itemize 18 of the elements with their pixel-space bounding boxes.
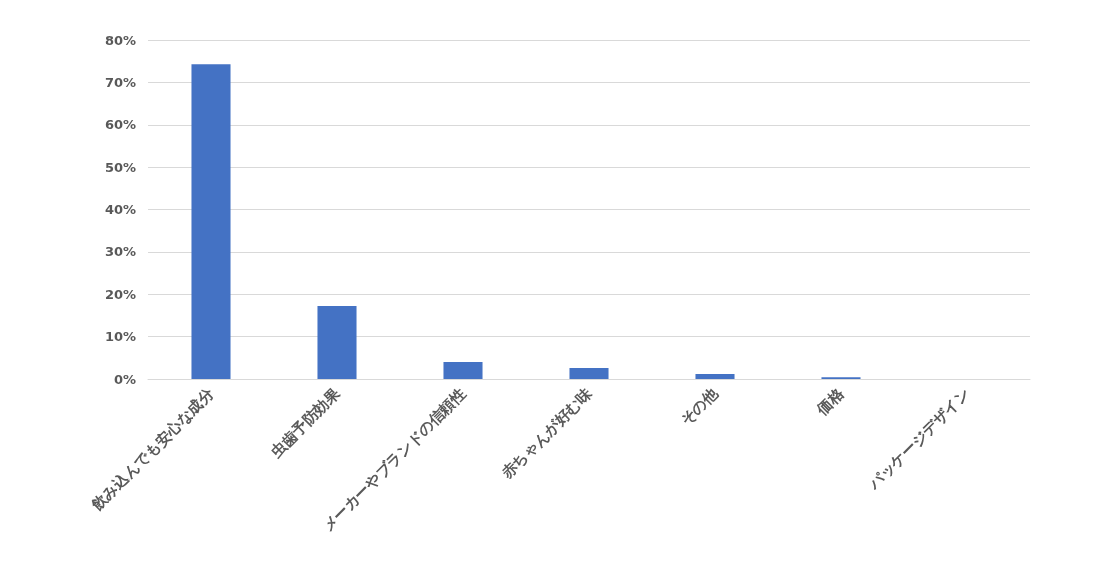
bar	[443, 362, 483, 379]
y-tick-label: 10%	[104, 329, 136, 345]
bar	[191, 64, 231, 379]
x-tick-label: 価格	[812, 383, 849, 420]
y-tick-label: 80%	[104, 32, 136, 48]
y-tick-label: 30%	[104, 244, 136, 260]
y-tick-label: 40%	[104, 202, 136, 217]
x-tick-label: パッケージデザイン	[864, 384, 974, 494]
x-tick-label: その他	[676, 383, 723, 430]
bar	[569, 367, 609, 379]
y-tick-label: 70%	[104, 74, 136, 90]
x-tick-label: 赤ちゃんが好む味	[497, 383, 597, 483]
y-tick-label: 50%	[104, 159, 136, 175]
bar	[317, 306, 357, 379]
bar	[695, 373, 735, 379]
y-tick-label: 20%	[104, 286, 136, 302]
x-tick-label: 虫歯予防効果	[266, 383, 345, 462]
y-tick-label: 60%	[104, 117, 136, 133]
